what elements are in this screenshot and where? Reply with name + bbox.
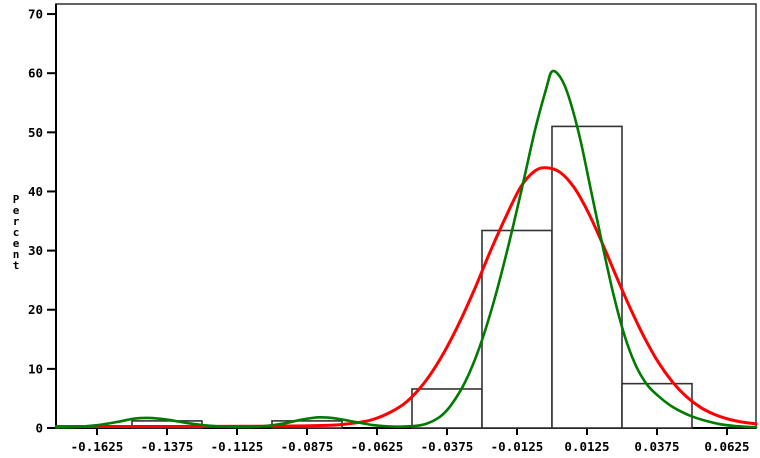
y-tick-label: 70 xyxy=(28,7,43,22)
y-tick-label: 30 xyxy=(28,243,43,258)
plot-frame xyxy=(55,3,757,429)
y-tick-label: 0 xyxy=(35,421,43,436)
y-tick-label: 60 xyxy=(28,66,43,81)
x-tick-label: 0.0375 xyxy=(634,439,679,454)
y-tick-label: 20 xyxy=(28,302,43,317)
y-axis-title-char: P xyxy=(13,193,20,206)
x-tick-label: -0.1125 xyxy=(211,439,264,454)
histogram-bars xyxy=(131,125,693,429)
x-tick-label: -0.0875 xyxy=(281,439,334,454)
x-tick-label: -0.0125 xyxy=(491,439,544,454)
x-tick-label: 0.0625 xyxy=(704,439,749,454)
histogram-bar xyxy=(481,229,553,429)
x-tick-label: -0.0625 xyxy=(351,439,404,454)
y-tick-label: 50 xyxy=(28,125,43,140)
y-axis-title-char: r xyxy=(13,215,20,228)
y-axis-title-char: t xyxy=(13,259,20,272)
x-tick-label: -0.1625 xyxy=(71,439,124,454)
y-axis-title-char: n xyxy=(13,248,20,261)
kernel-density-curve xyxy=(55,69,758,429)
y-tick-label: 40 xyxy=(28,184,43,199)
y-tick-label: 10 xyxy=(28,361,43,376)
x-tick-label: 0.0125 xyxy=(564,439,609,454)
y-axis-title-char: c xyxy=(13,226,20,239)
y-axis-title-char: e xyxy=(13,237,20,250)
x-tick-label: -0.1375 xyxy=(141,439,194,454)
x-tick-label: -0.0375 xyxy=(421,439,474,454)
y-axis-title-char: e xyxy=(13,204,20,217)
